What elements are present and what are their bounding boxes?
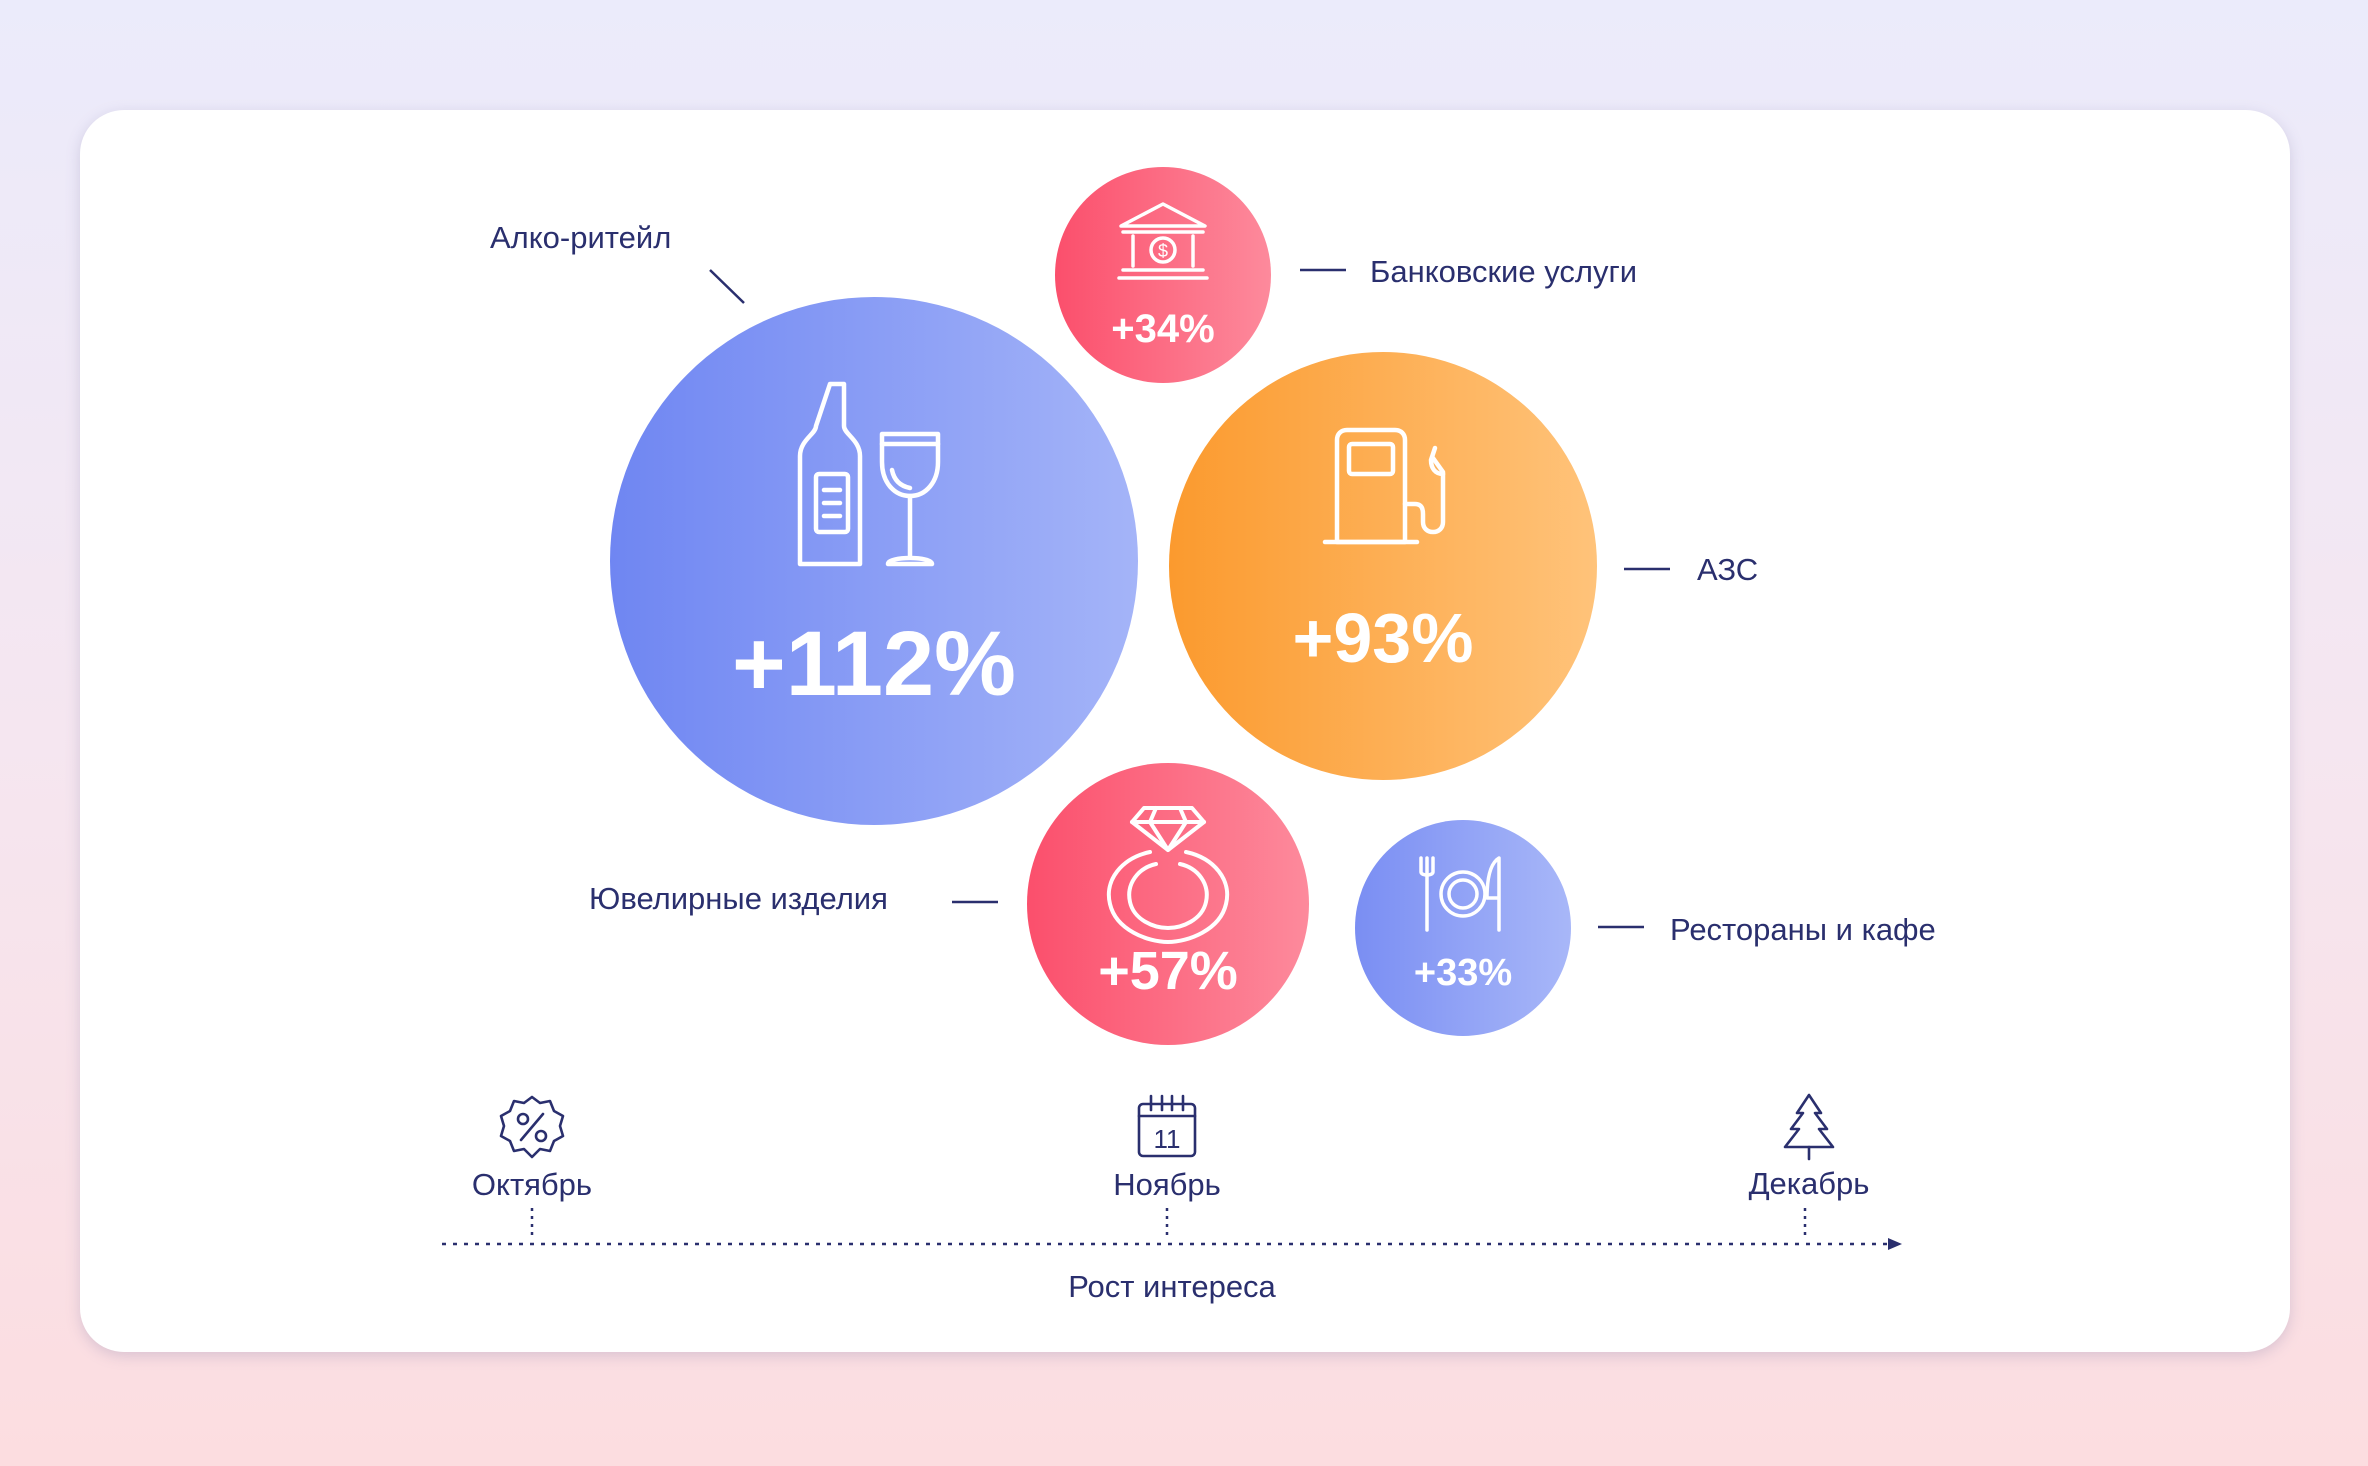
label-azs: АЗС xyxy=(1697,552,1758,587)
timeline-axis-label: Рост интереса xyxy=(1068,1269,1276,1304)
bubble-bank-circle xyxy=(1055,167,1271,383)
label-bank: Банковские услуги xyxy=(1370,254,1637,289)
bank-building-icon: $ xyxy=(1117,202,1209,280)
diamond-ring-icon xyxy=(1106,806,1230,944)
bubble-azs-circle xyxy=(1169,352,1597,780)
fuel-pump-icon xyxy=(1322,427,1446,545)
bubble-restaurants-value: +33% xyxy=(1414,952,1512,994)
label-alko-retail: Алко-ритейл xyxy=(490,220,671,255)
bubble-bank: $ +34% xyxy=(1055,167,1271,383)
bubble-alko-retail: +112% xyxy=(610,297,1138,825)
bubble-azs-value: +93% xyxy=(1293,599,1474,677)
timeline-label-december: Декабрь xyxy=(1749,1166,1870,1201)
discount-badge-icon xyxy=(499,1095,565,1159)
bubble-alko-retail-value: +112% xyxy=(732,613,1016,715)
label-restaurants: Рестораны и кафе xyxy=(1670,912,1936,947)
bubble-jewelry-value: +57% xyxy=(1098,941,1238,1001)
bubble-jewelry-circle xyxy=(1027,763,1309,1045)
bubble-bank-value: +34% xyxy=(1111,307,1214,351)
bubble-azs: +93% xyxy=(1169,352,1597,780)
wine-bottle-glass-icon xyxy=(797,381,941,567)
timeline-label-october: Октябрь xyxy=(472,1167,592,1202)
christmas-tree-icon xyxy=(1783,1093,1835,1161)
plate-cutlery-icon xyxy=(1419,856,1501,932)
timeline-label-november: Ноябрь xyxy=(1113,1167,1221,1202)
calendar-day-number: 11 xyxy=(1154,1124,1181,1154)
svg-text:$: $ xyxy=(1158,241,1168,261)
leader-alko-retail xyxy=(709,269,745,304)
label-jewelry: Ювелирные изделия xyxy=(589,881,888,916)
bubble-jewelry: +57% xyxy=(1027,763,1309,1045)
timeline: Октябрь 11 Ноябрь Декабрь Рост интереса xyxy=(442,1093,1902,1304)
bubble-alko-retail-circle xyxy=(610,297,1138,825)
bubble-restaurants: +33% xyxy=(1355,820,1571,1036)
bubble-restaurants-circle xyxy=(1355,820,1571,1036)
calendar-11-icon: 11 xyxy=(1137,1094,1197,1158)
